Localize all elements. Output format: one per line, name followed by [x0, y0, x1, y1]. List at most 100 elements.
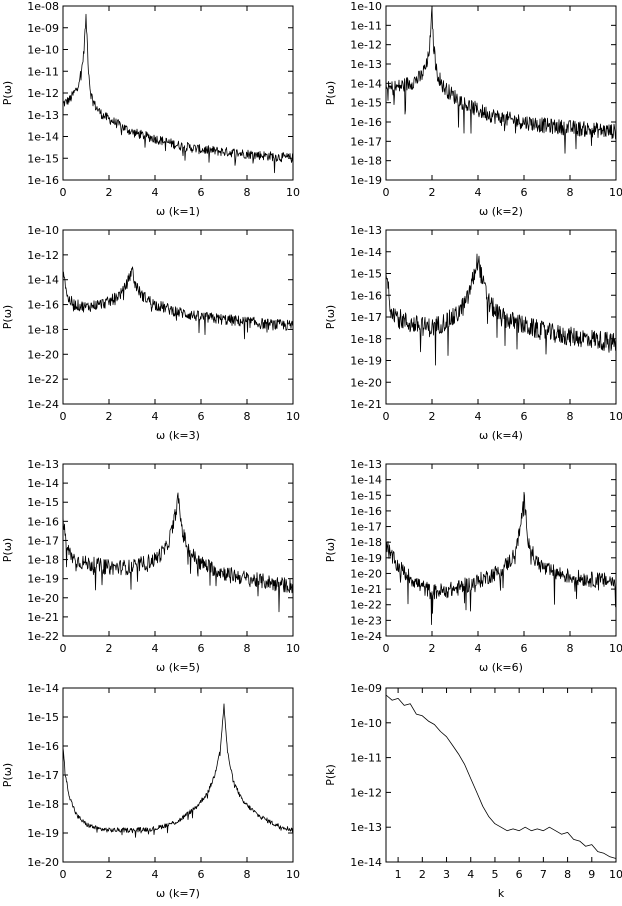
chart-panel-7: 1e-20 1e-19 1e-18 1e-17 1e-16 1e-15 1e-14 0 2 4 6 8… — [1, 682, 300, 900]
y-tick-label: 1e-19 — [350, 552, 382, 565]
x-tick-label: 1 — [395, 868, 402, 881]
y-tick-label: 1e-16 — [27, 174, 59, 187]
y-tick-label: 1e-14 — [350, 77, 382, 90]
series-line — [62, 492, 294, 613]
x-tick-label: 8 — [244, 186, 251, 199]
y-tick-label: 1e-19 — [350, 174, 382, 187]
y-tick-label: 1e-12 — [27, 249, 59, 262]
x-tick-label: 2 — [429, 186, 436, 199]
y-tick-label: 1e-13 — [27, 109, 59, 122]
y-tick-label: 1e-14 — [27, 274, 59, 287]
y-tick-label: 1e-17 — [350, 135, 382, 148]
y-tick-label: 1e-22 — [27, 373, 59, 386]
plot-frame — [385, 5, 617, 181]
x-tick-label: 8 — [244, 868, 251, 881]
x-tick-label: 10 — [609, 642, 622, 655]
y-tick-label: 1e-18 — [350, 333, 382, 346]
x-tick-label: 7 — [540, 868, 547, 881]
y-tick-label: 1e-14 — [350, 856, 382, 869]
y-tick-label: 1e-14 — [350, 246, 382, 259]
chart-panel-1: 1e-16 1e-15 1e-14 1e-13 1e-12 1e-11 1e-10 1e-09… — [1, 0, 300, 218]
y-tick-label: 1e-20 — [27, 856, 59, 869]
y-tick-label: 1e-20 — [350, 376, 382, 389]
x-axis-label: k — [498, 887, 505, 900]
y-tick-label: 1e-10 — [350, 0, 382, 13]
series-line — [62, 13, 294, 174]
x-tick-label: 10 — [609, 410, 622, 423]
series-line — [385, 253, 617, 366]
x-tick-label: 4 — [152, 868, 159, 881]
y-tick-label: 1e-16 — [350, 505, 382, 518]
y-tick-label: 1e-18 — [350, 155, 382, 168]
x-tick-label: 0 — [60, 186, 67, 199]
x-tick-label: 6 — [521, 410, 528, 423]
y-tick-label: 1e-21 — [350, 398, 382, 411]
y-tick-label: 1e-12 — [27, 87, 59, 100]
chart-panel-3: 1e-24 1e-22 1e-20 1e-18 1e-16 1e-14 1e-12 1e-10… — [1, 224, 300, 442]
y-axis-label: P(ω) — [1, 305, 14, 329]
x-tick-label: 0 — [60, 868, 67, 881]
y-tick-label: 1e-18 — [350, 536, 382, 549]
y-axis-label: P(ω) — [324, 81, 337, 105]
y-tick-label: 1e-22 — [350, 599, 382, 612]
y-tick-label: 1e-18 — [27, 798, 59, 811]
y-tick-label: 1e-22 — [27, 630, 59, 643]
x-tick-label: 10 — [286, 642, 300, 655]
plot-frame — [385, 687, 617, 863]
x-axis-label: ω (k=3) — [156, 429, 200, 442]
y-axis-label: P(ω) — [324, 538, 337, 562]
x-tick-label: 10 — [286, 868, 300, 881]
x-tick-label: 8 — [567, 410, 574, 423]
x-tick-label: 0 — [383, 642, 390, 655]
x-tick-label: 10 — [286, 186, 300, 199]
x-tick-label: 6 — [521, 642, 528, 655]
series-line — [385, 491, 617, 625]
y-tick-label: 1e-18 — [27, 323, 59, 336]
y-tick-label: 1e-17 — [27, 534, 59, 547]
y-tick-label: 1e-18 — [27, 554, 59, 567]
y-tick-label: 1e-21 — [27, 611, 59, 624]
y-tick-label: 1e-15 — [350, 268, 382, 281]
x-tick-label: 2 — [106, 410, 113, 423]
x-tick-label: 4 — [152, 410, 159, 423]
y-tick-label: 1e-14 — [350, 474, 382, 487]
y-tick-label: 1e-24 — [350, 630, 382, 643]
y-tick-label: 1e-17 — [350, 311, 382, 324]
y-tick-label: 1e-15 — [27, 711, 59, 724]
x-tick-label: 4 — [475, 186, 482, 199]
y-tick-label: 1e-21 — [350, 583, 382, 596]
y-tick-label: 1e-11 — [27, 65, 59, 78]
x-tick-label: 10 — [609, 186, 622, 199]
y-tick-label: 1e-09 — [350, 682, 382, 695]
x-axis-label: ω (k=4) — [479, 429, 523, 442]
x-tick-label: 3 — [443, 868, 450, 881]
y-tick-label: 1e-20 — [27, 592, 59, 605]
y-axis-label: P(ω) — [1, 763, 14, 787]
x-tick-label: 6 — [198, 642, 205, 655]
y-tick-label: 1e-13 — [350, 458, 382, 471]
y-tick-label: 1e-08 — [27, 0, 59, 13]
y-tick-label: 1e-14 — [27, 477, 59, 490]
x-tick-label: 8 — [567, 642, 574, 655]
y-tick-label: 1e-10 — [350, 717, 382, 730]
x-tick-label: 8 — [567, 186, 574, 199]
x-tick-label: 2 — [419, 868, 426, 881]
chart-panel-6: 1e-24 1e-23 1e-22 1e-21 1e-20 1e-19 1e-18 1e-17… — [324, 458, 622, 674]
series-line — [62, 266, 294, 340]
chart-panel-2: 1e-19 1e-18 1e-17 1e-16 1e-15 1e-14 1e-13 1e-12… — [324, 0, 622, 218]
x-axis-label: ω (k=5) — [156, 661, 200, 674]
y-tick-label: 1e-10 — [27, 44, 59, 57]
y-tick-label: 1e-10 — [27, 224, 59, 237]
x-tick-label: 10 — [609, 868, 622, 881]
x-tick-label: 6 — [198, 410, 205, 423]
y-tick-label: 1e-16 — [27, 740, 59, 753]
x-tick-label: 6 — [516, 868, 523, 881]
x-tick-label: 8 — [244, 642, 251, 655]
x-axis-label: ω (k=7) — [156, 887, 200, 900]
y-tick-label: 1e-15 — [350, 97, 382, 110]
x-tick-label: 0 — [383, 410, 390, 423]
x-tick-label: 2 — [429, 642, 436, 655]
series-line — [385, 5, 617, 154]
